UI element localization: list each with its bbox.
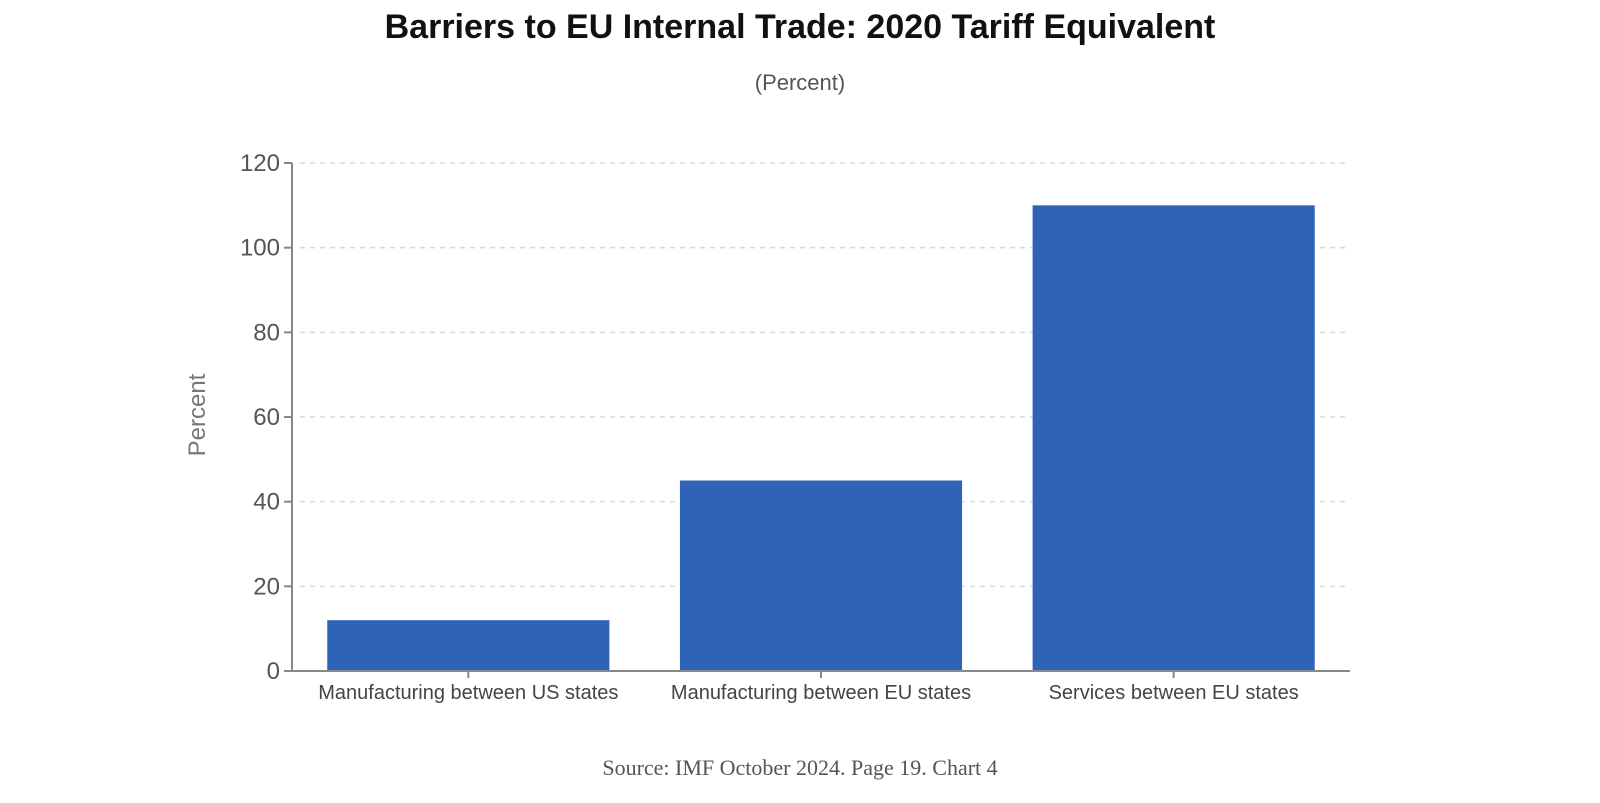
- axes: 0 20 40 60 80 100 120 Manufacturing between US …: [240, 150, 1350, 704]
- y-tick-label: 120: [240, 150, 280, 177]
- y-tick-label: 0: [267, 658, 280, 685]
- y-tick-label: 20: [253, 573, 280, 600]
- bar: [1032, 205, 1315, 672]
- bar: [327, 620, 610, 671]
- chart-title: Barriers to EU Internal Trade: 2020 Tari…: [384, 8, 1216, 46]
- bars: [327, 205, 1315, 672]
- y-tick-label: 80: [253, 319, 280, 346]
- x-tick-label: Manufacturing between EU states: [671, 682, 971, 704]
- y-axis-title: Percent: [184, 373, 211, 456]
- source-note: Source: IMF October 2024. Page 19. Chart…: [602, 755, 998, 780]
- y-tick-label: 40: [253, 489, 280, 516]
- chart-subtitle: (Percent): [754, 70, 846, 95]
- y-tick-label: 60: [253, 404, 280, 431]
- x-tick-label: Services between EU states: [1049, 682, 1299, 704]
- y-tick-label: 100: [240, 235, 280, 262]
- x-tick-label: Manufacturing between US states: [318, 682, 618, 704]
- bar: [679, 480, 963, 671]
